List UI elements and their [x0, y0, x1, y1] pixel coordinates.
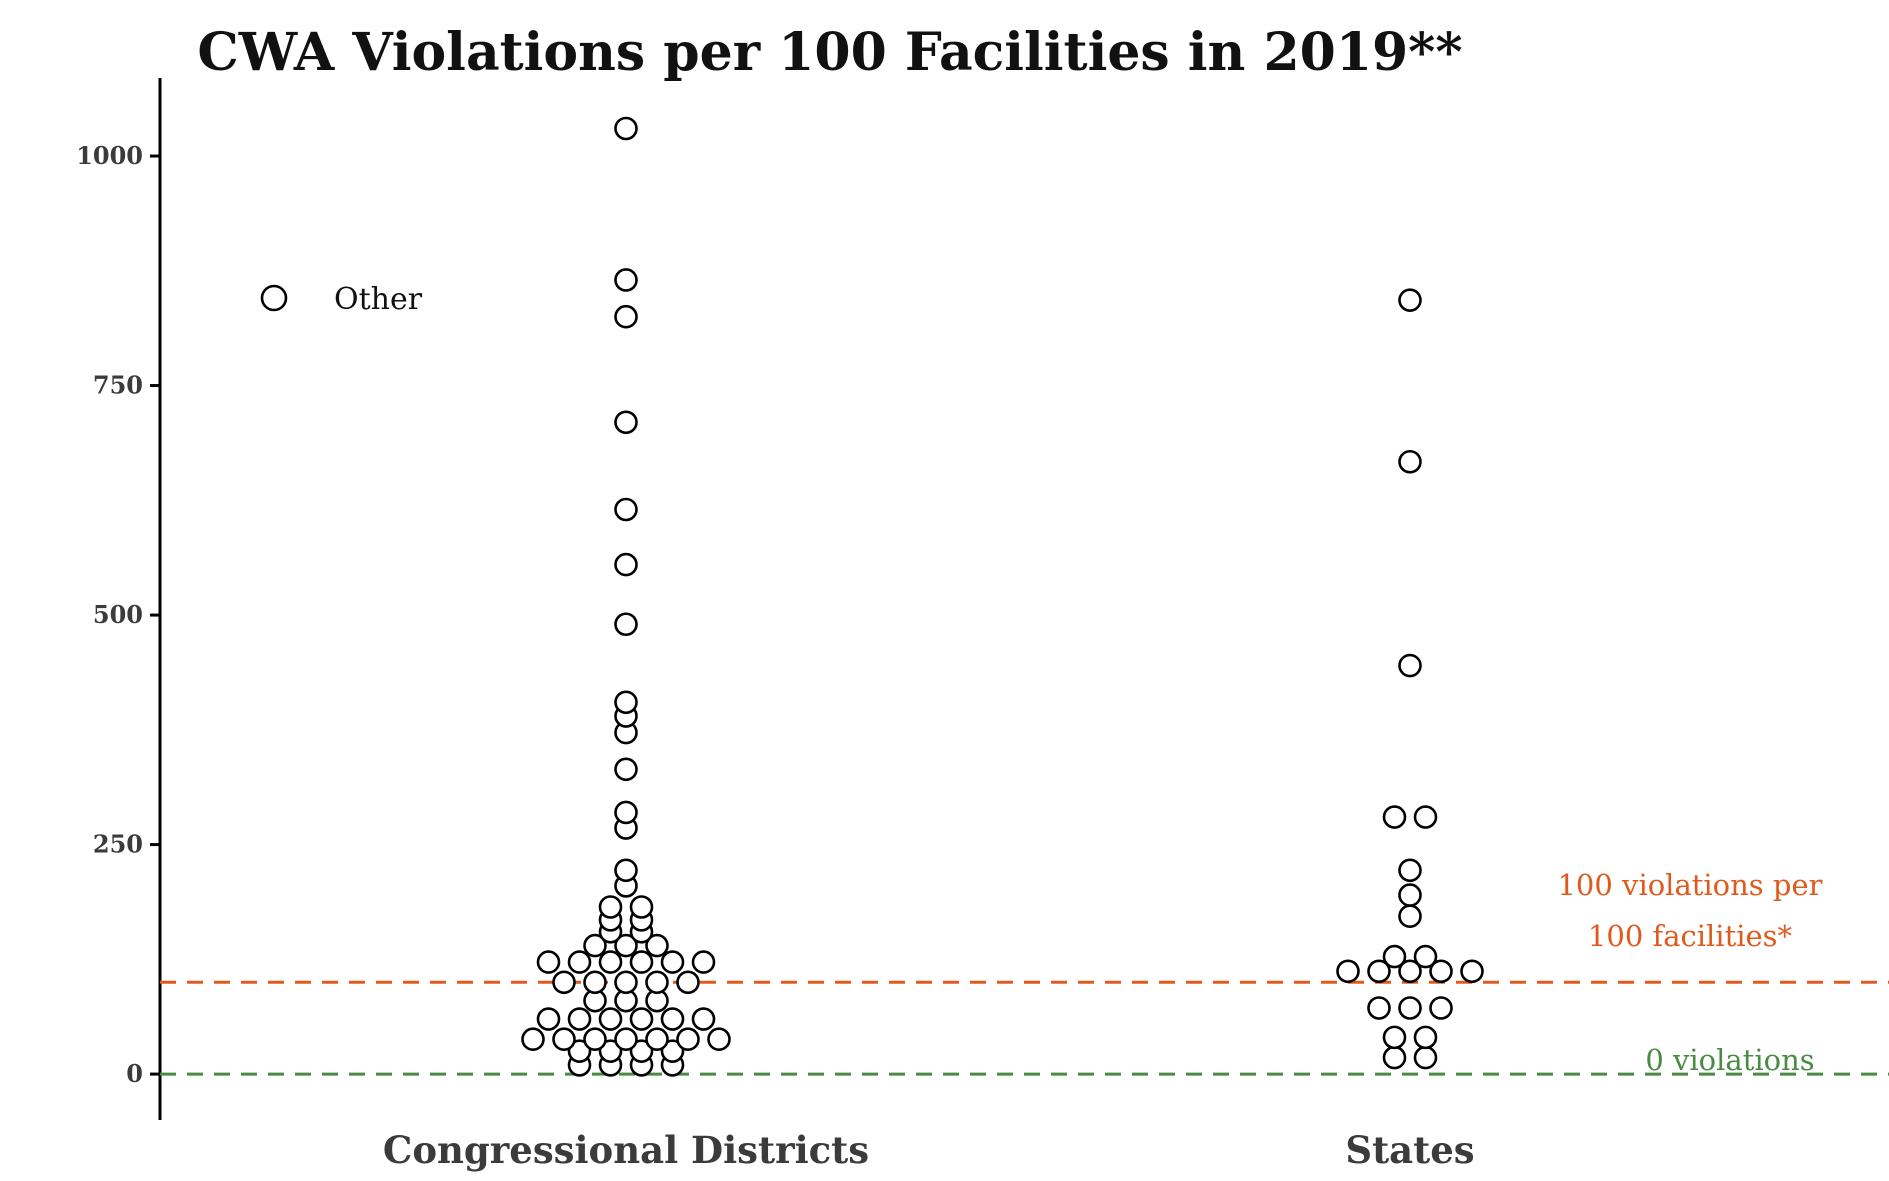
data-point-1-6	[1429, 996, 1453, 1020]
data-point-0-42	[598, 895, 623, 919]
data-point-0-20	[691, 1007, 716, 1031]
legend-marker-icon	[260, 284, 288, 312]
data-point-0-28	[676, 970, 700, 995]
data-point-0-48	[614, 757, 638, 782]
data-point-1-15	[1398, 883, 1422, 907]
data-point-0-7	[660, 1039, 685, 1063]
data-point-0-12	[645, 1027, 669, 1052]
data-point-1-1	[1413, 1045, 1438, 1070]
data-point-0-54	[614, 497, 638, 522]
data-point-0-10	[583, 1027, 607, 1052]
y-tick-label-750: 750	[93, 371, 143, 400]
data-point-1-19	[1398, 653, 1422, 678]
data-point-1-21	[1398, 288, 1422, 312]
data-point-1-13	[1413, 944, 1438, 969]
y-tick-label-0: 0	[126, 1059, 143, 1088]
legend-label-other: Other	[334, 282, 423, 317]
data-point-0-4	[567, 1039, 592, 1063]
data-point-1-20	[1398, 449, 1422, 474]
data-point-0-43	[629, 895, 654, 919]
data-point-0-36	[614, 933, 638, 958]
data-point-1-9	[1398, 959, 1422, 984]
data-point-0-9	[552, 1027, 576, 1052]
data-point-1-5	[1398, 996, 1422, 1020]
data-point-1-7	[1336, 959, 1360, 984]
data-point-1-0	[1382, 1045, 1407, 1070]
data-point-1-12	[1382, 944, 1407, 969]
data-point-0-45	[614, 858, 638, 883]
y-tick-label-250: 250	[93, 830, 143, 859]
data-point-0-19	[660, 1007, 685, 1031]
y-tick-label-500: 500	[93, 600, 143, 629]
legend: Other	[260, 282, 423, 317]
data-point-0-8	[521, 1027, 545, 1052]
reference-label-0-line-1: 100 facilities*	[1588, 919, 1793, 953]
data-point-0-16	[567, 1007, 592, 1031]
data-point-0-24	[552, 970, 576, 995]
data-point-0-58	[614, 116, 638, 141]
data-point-0-51	[614, 690, 638, 715]
data-point-0-33	[660, 950, 685, 974]
data-point-0-13	[676, 1027, 700, 1052]
reference-label-1-line-0: 0 violations	[1645, 1043, 1814, 1077]
data-point-1-3	[1413, 1025, 1438, 1050]
data-point-0-27	[645, 970, 669, 995]
data-point-0-25	[583, 970, 607, 995]
data-point-0-47	[614, 800, 638, 825]
data-point-0-52	[614, 612, 638, 637]
data-point-0-30	[567, 950, 592, 974]
data-point-0-11	[614, 1027, 638, 1052]
data-point-1-8	[1367, 959, 1391, 984]
chart-title: CWA Violations per 100 Facilities in 201…	[197, 22, 1462, 83]
data-point-1-2	[1382, 1025, 1407, 1050]
x-category-label-1: States	[1345, 1128, 1474, 1172]
data-point-0-55	[614, 410, 638, 435]
data-point-1-14	[1398, 904, 1422, 928]
data-point-0-15	[536, 1007, 561, 1031]
data-point-0-26	[614, 970, 638, 995]
y-axis-ticks: 0 250 500 750 1000	[76, 141, 160, 1088]
data-points	[521, 116, 1484, 1077]
data-point-0-56	[614, 304, 638, 329]
data-point-1-10	[1429, 959, 1453, 984]
data-point-0-29	[536, 950, 561, 974]
data-point-0-5	[598, 1039, 623, 1063]
y-tick-label-1000: 1000	[76, 141, 143, 170]
x-category-label-0: Congressional Districts	[383, 1128, 869, 1172]
data-point-1-18	[1413, 805, 1438, 829]
x-axis-categories: Congressional Districts States	[383, 1128, 1475, 1172]
data-point-0-37	[645, 933, 669, 958]
data-point-0-31	[598, 950, 623, 974]
data-point-1-11	[1460, 959, 1484, 984]
data-point-0-17	[598, 1007, 623, 1031]
reference-label-0-line-0: 100 violations per	[1557, 868, 1822, 902]
data-point-0-35	[583, 933, 607, 958]
data-point-1-4	[1367, 996, 1391, 1020]
data-point-0-34	[691, 950, 716, 974]
data-point-0-57	[614, 268, 638, 292]
data-point-0-53	[614, 552, 638, 577]
data-point-1-17	[1382, 805, 1407, 829]
reference-line-labels: 100 violations per 100 facilities* 0 viola…	[1557, 868, 1822, 1077]
data-point-1-16	[1398, 858, 1422, 883]
data-point-0-14	[707, 1027, 731, 1052]
data-point-0-18	[629, 1007, 654, 1031]
data-point-0-6	[629, 1039, 654, 1063]
data-point-0-32	[629, 950, 654, 974]
